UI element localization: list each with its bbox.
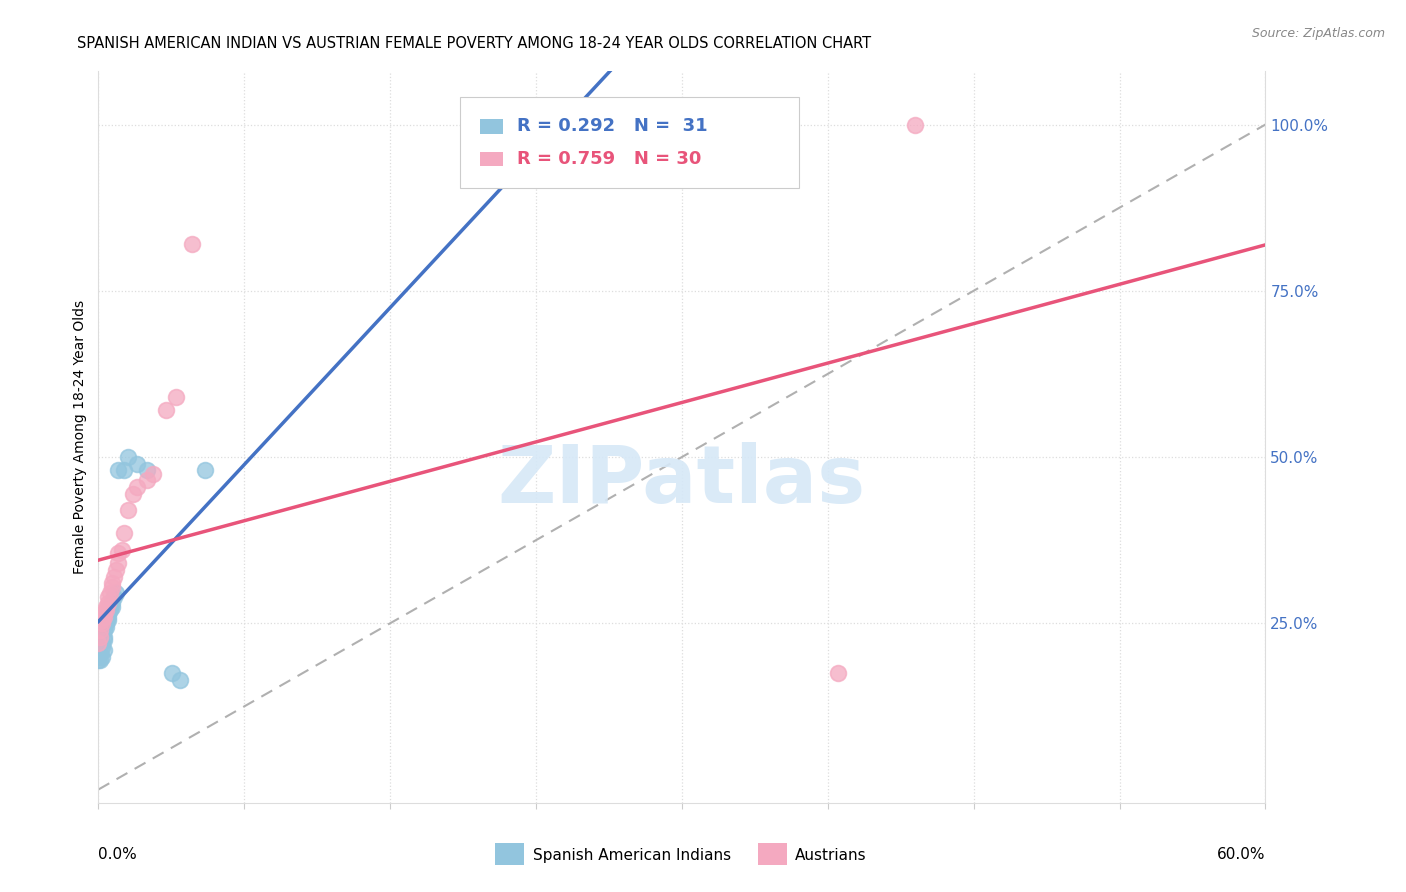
Point	[98, 599, 121, 614]
Text: ZIPatlas: ZIPatlas	[498, 442, 866, 520]
Point	[101, 576, 124, 591]
FancyBboxPatch shape	[460, 97, 799, 188]
Point	[117, 450, 139, 464]
Point	[101, 599, 124, 614]
Text: Austrians: Austrians	[796, 848, 866, 863]
Point	[111, 543, 134, 558]
Point	[91, 613, 114, 627]
Point	[97, 613, 120, 627]
Point	[96, 616, 118, 631]
FancyBboxPatch shape	[479, 119, 503, 134]
Point	[89, 623, 111, 637]
Point	[93, 609, 115, 624]
Point	[904, 118, 927, 132]
Point	[97, 590, 120, 604]
Point	[103, 590, 125, 604]
Point	[117, 503, 139, 517]
Point	[89, 646, 111, 660]
Point	[162, 666, 184, 681]
Point	[93, 632, 115, 647]
Point	[93, 643, 115, 657]
Y-axis label: Female Poverty Among 18-24 Year Olds: Female Poverty Among 18-24 Year Olds	[73, 300, 87, 574]
FancyBboxPatch shape	[479, 152, 503, 167]
Point	[96, 619, 118, 633]
Point	[104, 563, 127, 577]
Text: Source: ZipAtlas.com: Source: ZipAtlas.com	[1251, 27, 1385, 40]
Text: 60.0%: 60.0%	[1218, 847, 1265, 862]
Point	[112, 463, 135, 477]
Point	[91, 616, 114, 631]
Point	[87, 653, 110, 667]
Text: R = 0.759   N = 30: R = 0.759 N = 30	[517, 150, 702, 168]
Point	[107, 557, 129, 571]
Point	[96, 613, 118, 627]
Point	[169, 673, 191, 687]
Point	[98, 603, 121, 617]
Point	[89, 630, 111, 644]
Point	[98, 586, 121, 600]
Point	[87, 636, 110, 650]
Point	[93, 623, 115, 637]
Point	[136, 473, 159, 487]
Point	[89, 653, 111, 667]
Point	[91, 636, 114, 650]
FancyBboxPatch shape	[758, 843, 787, 865]
Point	[142, 467, 165, 481]
Point	[107, 463, 129, 477]
Point	[194, 463, 217, 477]
Point	[122, 486, 145, 500]
Point	[136, 463, 159, 477]
Point	[127, 457, 149, 471]
Point	[107, 546, 129, 560]
Point	[165, 390, 187, 404]
Point	[97, 596, 120, 610]
Point	[827, 666, 849, 681]
Point	[155, 403, 177, 417]
Point	[97, 609, 120, 624]
Point	[91, 649, 114, 664]
Point	[127, 480, 149, 494]
Point	[180, 237, 202, 252]
Text: Spanish American Indians: Spanish American Indians	[533, 848, 731, 863]
Text: R = 0.292   N =  31: R = 0.292 N = 31	[517, 117, 709, 136]
Point	[96, 603, 118, 617]
Point	[87, 649, 110, 664]
Text: 0.0%: 0.0%	[98, 847, 138, 862]
Point	[96, 599, 118, 614]
Point	[104, 586, 127, 600]
Point	[101, 580, 124, 594]
Point	[101, 596, 124, 610]
Text: SPANISH AMERICAN INDIAN VS AUSTRIAN FEMALE POVERTY AMONG 18-24 YEAR OLDS CORRELA: SPANISH AMERICAN INDIAN VS AUSTRIAN FEMA…	[77, 36, 872, 51]
Point	[93, 630, 115, 644]
Point	[97, 607, 120, 621]
Point	[93, 607, 115, 621]
Point	[112, 526, 135, 541]
Point	[91, 640, 114, 654]
FancyBboxPatch shape	[495, 843, 524, 865]
Point	[103, 570, 125, 584]
